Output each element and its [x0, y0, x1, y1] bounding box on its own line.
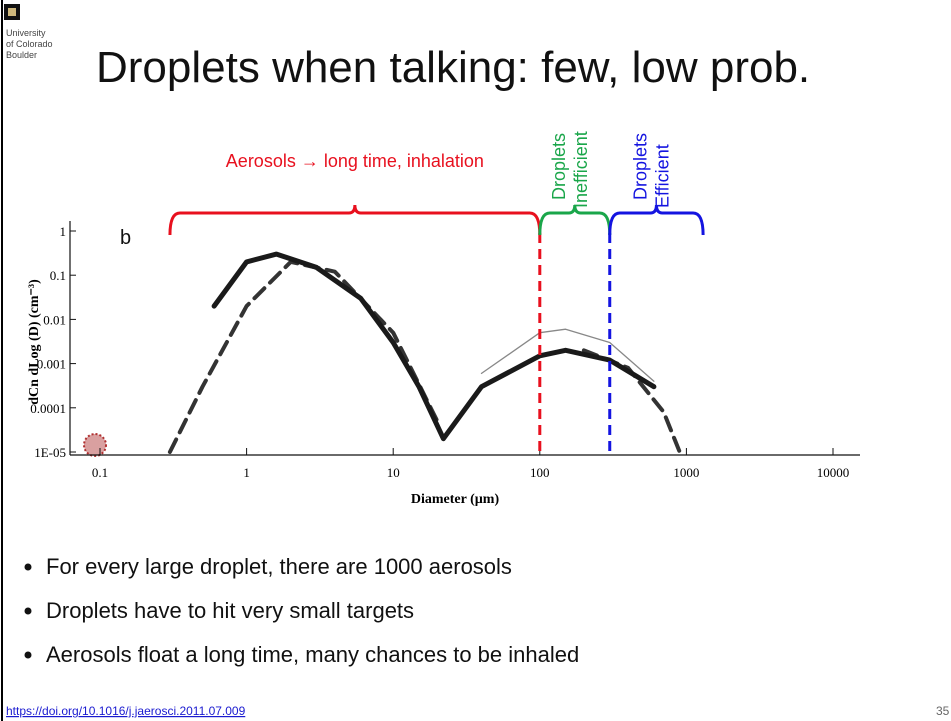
x-tick-label: 1000 [673, 465, 699, 480]
panel-label: b [120, 227, 131, 249]
region-label: Inefficient [571, 131, 591, 208]
y-tick-label: 1E-05 [34, 445, 66, 460]
region-bracket [538, 204, 612, 236]
logo-text: Boulder [6, 50, 37, 60]
series-line [211, 251, 657, 442]
region-label: Droplets [549, 133, 569, 200]
x-tick-label: 10 [387, 465, 400, 480]
y-tick-label: 0.01 [43, 312, 66, 327]
bullet-dot [24, 563, 32, 571]
doi-link[interactable]: https://doi.org/10.1016/j.jaerosci.2011.… [6, 704, 246, 718]
chart: b Diameter (µm) dCn dLog (D) (cm⁻³) 0.1 1… [27, 131, 860, 507]
y-tick-label: 0.001 [37, 357, 66, 372]
y-tick-label: 1 [60, 224, 67, 239]
y-tick-label: 0.0001 [30, 401, 66, 416]
region-label: Droplets [630, 133, 650, 200]
bullet-text: Aerosols float a long time, many chances… [46, 642, 579, 667]
region-label: Efficient [652, 144, 672, 208]
page-number: 35 [936, 704, 950, 718]
slide-title: Droplets when talking: few, low prob. [96, 43, 810, 92]
x-tick-label: 10000 [817, 465, 850, 480]
x-tick-label: 0.1 [92, 465, 108, 480]
region-label: Aerosols → long time, inhalation [226, 151, 484, 171]
bullet-text: For every large droplet, there are 1000 … [46, 554, 512, 579]
x-tick-label: 100 [530, 465, 550, 480]
bullet-dot [24, 651, 32, 659]
virus-icon [83, 433, 107, 457]
logo-icon-inner [8, 8, 16, 16]
x-tick-label: 1 [243, 465, 250, 480]
logo-text: of Colorado [6, 39, 53, 49]
y-tick-label: 0.1 [50, 268, 66, 283]
region-bracket [608, 204, 705, 236]
region-bracket [168, 204, 542, 236]
logo-text: University [6, 28, 46, 38]
bullet-dot [24, 607, 32, 615]
bullet-list: For every large droplet, there are 1000 … [24, 554, 579, 667]
x-axis-label: Diameter (µm) [411, 492, 500, 507]
bullet-text: Droplets have to hit very small targets [46, 598, 414, 623]
y-axis-label: dCn dLog (D) (cm⁻³) [27, 279, 42, 405]
series-line [480, 328, 655, 382]
